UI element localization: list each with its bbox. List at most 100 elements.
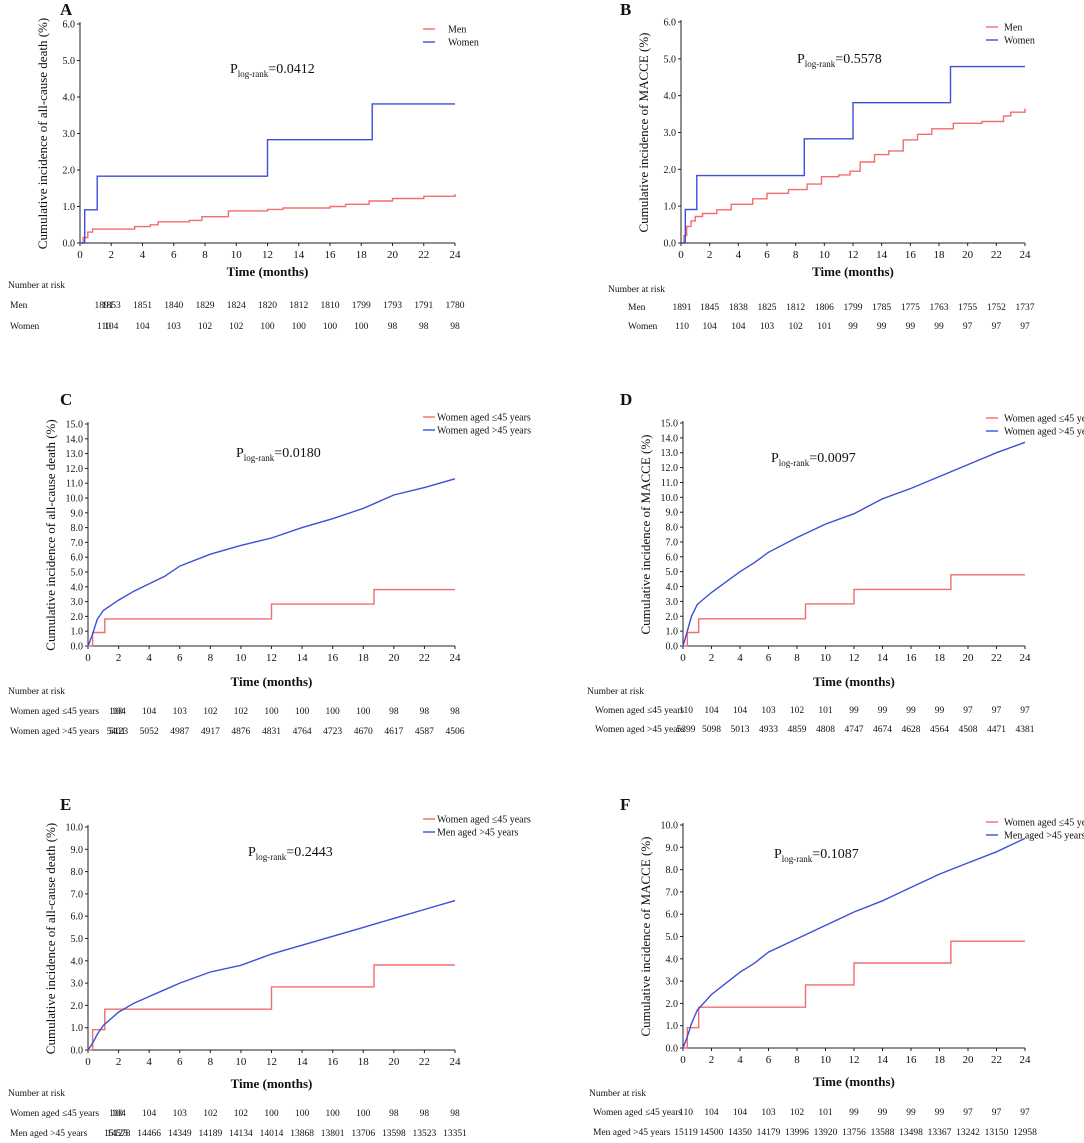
x-tick-label: 2 [109, 249, 115, 261]
series-line-red [683, 940, 1025, 1049]
risk-row-label: Men [628, 303, 646, 313]
x-tick-label: 4 [737, 652, 743, 664]
risk-value: 110 [97, 322, 111, 332]
risk-value: 13150 [985, 1128, 1009, 1138]
risk-value: 14349 [168, 1129, 192, 1139]
risk-value: 99 [878, 706, 888, 716]
y-tick-label: 6.0 [71, 912, 84, 923]
risk-value: 103 [761, 706, 776, 716]
risk-value: 104 [111, 707, 126, 717]
p-value-main: P [797, 52, 805, 67]
risk-value: 4859 [788, 725, 807, 735]
panel-a: A0.01.02.03.04.05.06.00 2 4 6 8 10 12 14 16 18 20 2… [8, 0, 479, 332]
panel-f: F0.01.02.03.04.05.06.07.08.09.010.00 2 4 6 8… [589, 795, 1084, 1138]
risk-value: 97 [1020, 322, 1030, 332]
risk-value: 15119 [674, 1128, 698, 1138]
risk-value: 101 [817, 322, 832, 332]
x-tick-label: 20 [387, 249, 399, 261]
risk-value: 1793 [383, 301, 402, 311]
x-tick-label: 10 [819, 249, 831, 261]
x-axis-title: Time (months) [227, 264, 309, 279]
risk-value: 104 [104, 322, 119, 332]
p-value-main: P [774, 847, 782, 862]
y-tick-label: 9.0 [71, 845, 84, 856]
y-axis-title: Cumulative incidence of all-cause death … [35, 18, 50, 249]
y-tick-label: 5.0 [63, 56, 76, 67]
y-tick-label: 0.0 [666, 1044, 679, 1055]
risk-value: 13498 [899, 1128, 923, 1138]
risk-value: 1799 [352, 301, 371, 311]
x-tick-label: 8 [794, 652, 800, 664]
x-tick-label: 16 [325, 249, 337, 261]
risk-value: 5399 [677, 725, 696, 735]
x-tick-label: 4 [736, 249, 742, 261]
p-value-subscript: log-rank [779, 458, 810, 468]
risk-value: 97 [992, 1108, 1002, 1118]
x-tick-label: 6 [177, 652, 183, 664]
risk-value: 4933 [759, 725, 778, 735]
y-tick-label: 1.0 [71, 627, 84, 638]
x-tick-label: 22 [419, 652, 430, 664]
x-tick-label: 16 [906, 652, 918, 664]
risk-value: 1891 [673, 303, 692, 313]
risk-value: 1810 [321, 301, 340, 311]
risk-value: 4587 [415, 727, 434, 737]
y-tick-label: 10.0 [661, 493, 679, 504]
risk-value: 4747 [845, 725, 864, 735]
y-tick-label: 3.0 [71, 979, 84, 990]
y-tick-label: 8.0 [71, 523, 84, 534]
p-value-subscript: log-rank [256, 852, 287, 862]
p-value-annotation: Plog-rank=0.1087 [774, 847, 859, 864]
risk-value: 98 [419, 322, 429, 332]
y-tick-label: 8.0 [666, 865, 679, 876]
legend-label: Women [448, 38, 479, 49]
x-tick-label: 24 [450, 652, 462, 664]
x-tick-label: 0 [680, 1054, 686, 1066]
risk-value: 99 [878, 1108, 888, 1118]
y-tick-label: 5.0 [666, 932, 679, 943]
y-tick-label: 5.0 [664, 54, 677, 65]
risk-value: 104 [733, 706, 748, 716]
p-value-annotation: Plog-rank=0.0097 [771, 451, 856, 468]
risk-value: 14578 [107, 1129, 131, 1139]
y-tick-label: 4.0 [666, 582, 679, 593]
risk-value: 14134 [229, 1129, 253, 1139]
x-tick-label: 18 [358, 652, 370, 664]
x-tick-label: 18 [934, 652, 946, 664]
x-tick-label: 22 [991, 652, 1002, 664]
x-tick-label: 6 [766, 652, 772, 664]
risk-value: 4674 [873, 725, 892, 735]
series-line-blue [80, 103, 455, 244]
risk-table-title: Number at risk [8, 1089, 65, 1099]
risk-table-title: Number at risk [608, 285, 665, 295]
risk-value: 4987 [170, 727, 189, 737]
p-value-number: =0.2443 [286, 845, 332, 860]
risk-row-label: Women aged >45 years [595, 725, 685, 735]
risk-value: 14189 [198, 1129, 222, 1139]
risk-value: 1829 [196, 301, 215, 311]
risk-value: 98 [420, 707, 430, 717]
risk-value: 97 [992, 706, 1002, 716]
risk-value: 99 [848, 322, 858, 332]
p-value-subscript: log-rank [238, 69, 269, 79]
risk-value: 100 [264, 707, 279, 717]
p-value-main: P [771, 451, 779, 466]
y-tick-label: 4.0 [664, 91, 677, 102]
risk-value: 100 [323, 322, 338, 332]
series-line-blue [682, 441, 1026, 647]
y-tick-label: 1.0 [664, 202, 677, 213]
y-tick-label: 8.0 [666, 523, 679, 534]
legend-label: Men aged >45 years [437, 828, 519, 839]
y-tick-label: 13.0 [66, 449, 84, 460]
y-tick-label: 10.0 [66, 823, 84, 834]
risk-value: 102 [790, 1108, 805, 1118]
risk-value: 1775 [901, 303, 920, 313]
y-tick-label: 13.0 [661, 448, 679, 459]
x-tick-label: 16 [327, 1056, 339, 1068]
x-axis-title: Time (months) [813, 674, 895, 689]
risk-value: 5401 [107, 727, 126, 737]
risk-value: 97 [963, 322, 973, 332]
risk-value: 98 [450, 322, 460, 332]
x-tick-label: 16 [905, 249, 917, 261]
risk-value: 110 [679, 1108, 693, 1118]
